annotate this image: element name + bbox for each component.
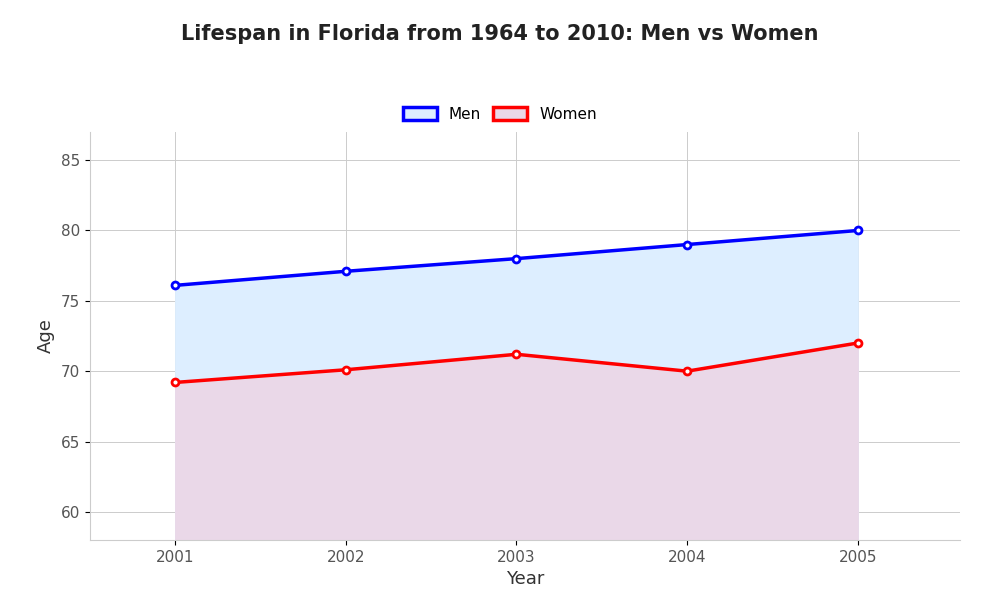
X-axis label: Year: Year — [506, 570, 544, 588]
Text: Lifespan in Florida from 1964 to 2010: Men vs Women: Lifespan in Florida from 1964 to 2010: M… — [181, 24, 819, 44]
Y-axis label: Age: Age — [37, 319, 55, 353]
Legend: Men, Women: Men, Women — [397, 101, 603, 128]
